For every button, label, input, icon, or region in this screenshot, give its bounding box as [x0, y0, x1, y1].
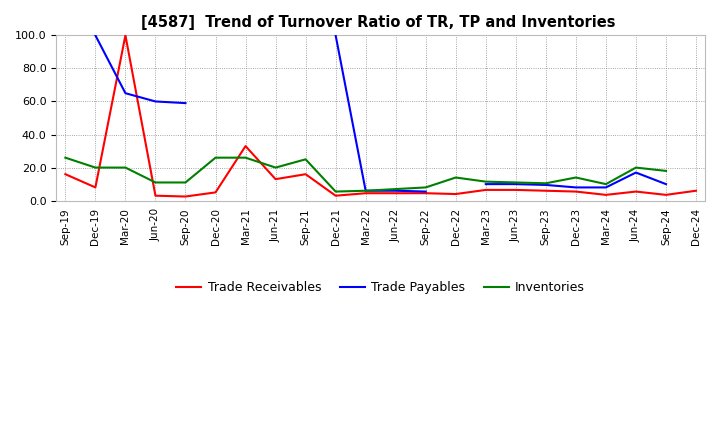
Trade Receivables	[151, 193, 160, 198]
Trade Payables	[151, 99, 160, 104]
Trade Payables	[631, 170, 640, 175]
Inventories	[91, 165, 99, 170]
Trade Receivables	[61, 172, 70, 177]
Inventories	[631, 165, 640, 170]
Inventories	[451, 175, 460, 180]
Trade Receivables	[121, 33, 130, 38]
Inventories	[211, 155, 220, 160]
Inventories	[271, 165, 280, 170]
Trade Receivables	[392, 191, 400, 196]
Inventories	[61, 155, 70, 160]
Inventories	[121, 165, 130, 170]
Trade Receivables	[301, 172, 310, 177]
Inventories	[482, 179, 490, 184]
Trade Receivables	[421, 191, 430, 196]
Inventories	[392, 187, 400, 192]
Inventories	[361, 188, 370, 193]
Text: [4587]  Trend of Turnover Ratio of TR, TP and Inventories: [4587] Trend of Turnover Ratio of TR, TP…	[140, 15, 615, 30]
Trade Payables	[361, 188, 370, 193]
Trade Receivables	[572, 189, 580, 194]
Line: Trade Payables: Trade Payables	[95, 35, 666, 191]
Trade Payables	[541, 182, 550, 187]
Trade Payables	[392, 188, 400, 193]
Trade Receivables	[511, 187, 520, 193]
Inventories	[541, 181, 550, 186]
Trade Receivables	[692, 188, 701, 193]
Trade Payables	[602, 185, 611, 190]
Trade Receivables	[451, 191, 460, 197]
Trade Receivables	[631, 189, 640, 194]
Trade Receivables	[181, 194, 190, 199]
Trade Receivables	[482, 187, 490, 193]
Inventories	[662, 168, 670, 173]
Trade Receivables	[602, 192, 611, 198]
Inventories	[421, 185, 430, 190]
Line: Trade Receivables: Trade Receivables	[66, 35, 696, 197]
Trade Payables	[662, 181, 670, 187]
Trade Payables	[91, 33, 99, 38]
Trade Receivables	[211, 190, 220, 195]
Inventories	[301, 157, 310, 162]
Trade Payables	[121, 91, 130, 96]
Trade Payables	[511, 181, 520, 187]
Inventories	[511, 180, 520, 185]
Trade Payables	[482, 181, 490, 187]
Trade Receivables	[91, 185, 99, 190]
Inventories	[602, 181, 611, 187]
Trade Receivables	[541, 188, 550, 193]
Trade Payables	[572, 185, 580, 190]
Trade Receivables	[331, 193, 340, 198]
Inventories	[331, 189, 340, 194]
Trade Receivables	[361, 191, 370, 196]
Inventories	[572, 175, 580, 180]
Inventories	[181, 180, 190, 185]
Inventories	[151, 180, 160, 185]
Trade Receivables	[241, 143, 250, 149]
Trade Receivables	[662, 192, 670, 198]
Trade Payables	[331, 33, 340, 38]
Trade Receivables	[271, 176, 280, 182]
Line: Inventories: Inventories	[66, 158, 666, 191]
Trade Payables	[421, 189, 430, 194]
Inventories	[241, 155, 250, 160]
Legend: Trade Receivables, Trade Payables, Inventories: Trade Receivables, Trade Payables, Inven…	[171, 276, 590, 299]
Trade Payables	[181, 100, 190, 106]
